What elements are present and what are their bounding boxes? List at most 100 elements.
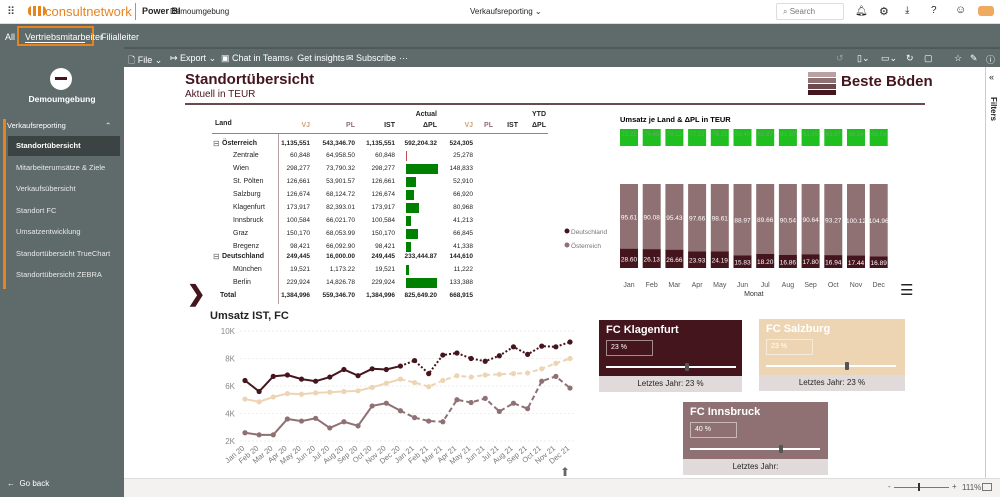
nav-item-standort-fc[interactable]: Standort FC [16, 206, 57, 215]
table-cell-ist: 173,917 [371, 204, 396, 211]
collapse-icon[interactable]: ⊟ [213, 139, 220, 148]
report-name: Verkaufsreporting [470, 7, 533, 16]
table-cell-vj2: 25,278 [453, 152, 473, 159]
zoom-slider[interactable] [894, 487, 949, 488]
app-launcher-icon[interactable]: ⠿ [7, 6, 16, 18]
account-avatar[interactable] [978, 6, 994, 16]
zoom-slider-thumb[interactable] [918, 483, 920, 491]
table-cell-ist: 1,384,996 [366, 292, 395, 299]
table-cell-vj: 229,924 [286, 279, 311, 286]
collapse-icon[interactable]: ⊟ [213, 252, 220, 261]
filters-pane[interactable]: « Filters [985, 67, 1000, 478]
fc-input[interactable]: 40 % [690, 422, 737, 438]
data-point [327, 425, 333, 431]
bar-oesterreich [688, 184, 707, 252]
notification-icon[interactable]: 🔔︎ [855, 6, 868, 17]
tab-all[interactable]: All [5, 32, 16, 42]
nav-section-verkaufsreporting[interactable]: Verkaufsreporting ⌃ [7, 121, 111, 130]
bar-oesterreich [665, 184, 684, 250]
fc-input[interactable]: 23 % [766, 339, 813, 355]
data-point [496, 408, 502, 415]
settings-icon[interactable]: ⚙ [879, 6, 889, 18]
nav-item-zebra[interactable]: Standortübersicht ZEBRA [16, 270, 102, 279]
chat-in-teams-button[interactable]: ▣ Chat in Teams [221, 53, 290, 63]
export-menu[interactable]: ↦ Export ⌄ [170, 53, 217, 63]
help-icon[interactable]: ? [931, 5, 937, 16]
series-line-actual [244, 365, 401, 393]
edit-icon[interactable]: ✎ [970, 53, 978, 63]
nav-item-verkaufsuebersicht[interactable]: Verkaufsübersicht [16, 184, 76, 193]
table-cell-vj2: 133,388 [449, 279, 474, 286]
data-point [440, 352, 446, 358]
tab-vertriebsmitarbeiter[interactable]: Vertriebsmitarbeiter [17, 26, 103, 46]
more-options-button[interactable]: ··· [399, 53, 408, 63]
nav-item-truechart[interactable]: Standortübersicht TrueChart [16, 249, 111, 258]
expand-filters-icon[interactable]: « [989, 72, 995, 82]
fc-slider[interactable] [766, 365, 896, 367]
file-menu[interactable]: 🗋 File ⌄ [128, 55, 163, 65]
list-view-icon[interactable]: ☰ [900, 282, 914, 299]
table-cell-pl: 543,346.70 [322, 140, 355, 147]
download-icon[interactable]: ⤓ [905, 5, 910, 16]
view-icon[interactable]: ▭⌄ [881, 53, 898, 63]
slider-thumb[interactable] [845, 362, 849, 370]
nav-item-standortuebersicht[interactable]: Standortübersicht [8, 136, 120, 156]
table-cell-vj: 98,421 [290, 243, 310, 250]
fc-slider[interactable] [606, 366, 736, 368]
workspace-name[interactable]: Demoumgebung [170, 7, 230, 16]
table-cell-vj2: 11,222 [453, 266, 473, 273]
reset-icon[interactable]: ↺ [836, 53, 844, 63]
nav-item-umsatzentwicklung[interactable]: Umsatzentwicklung [16, 227, 81, 236]
data-point [496, 353, 502, 359]
data-point [553, 344, 559, 350]
section-label: Verkaufsreporting [7, 121, 66, 130]
zoom-out-button[interactable]: - [888, 482, 891, 491]
tab-filialleiter[interactable]: Filialleiter [101, 32, 140, 42]
data-point [270, 373, 276, 379]
column-header-land: Land [215, 120, 232, 127]
table-cell-vj2: 144,610 [449, 253, 474, 260]
favorite-icon[interactable]: ☆ [954, 53, 963, 63]
bar-deutschland [778, 254, 797, 268]
subscribe-button[interactable]: ✉ Subscribe [346, 53, 397, 63]
subscribe-label: Subscribe [356, 53, 397, 63]
report-title: Standortübersicht [185, 71, 315, 88]
zoom-in-button[interactable]: + [952, 482, 957, 491]
brand-name[interactable]: consultnetwork [45, 4, 132, 19]
report-dropdown[interactable]: Verkaufsreporting ⌄ [470, 7, 542, 16]
data-point [284, 390, 290, 397]
product-name[interactable]: Power BI [142, 6, 181, 16]
search-input[interactable]: ⌕ Search [776, 3, 844, 20]
delta-pl-box [642, 129, 661, 146]
go-back-label: Go back [19, 479, 50, 488]
chevron-right-icon[interactable]: ❯ [187, 281, 206, 306]
fit-page-icon[interactable] [982, 483, 992, 491]
sidebar: Demoumgebung Verkaufsreporting ⌃ Standort… [0, 47, 124, 497]
data-point [482, 358, 488, 364]
slider-thumb[interactable] [685, 363, 689, 371]
bar-oesterreich [824, 184, 843, 256]
table-cell-pl: 66,021.70 [326, 217, 355, 224]
table-cell-vj: 173,917 [286, 204, 311, 211]
table-cell-vj: 249,445 [286, 253, 311, 260]
info-icon[interactable]: ⓘ [986, 55, 996, 65]
table-cell-pl: 82,393.01 [326, 204, 355, 211]
delta-pl-box [869, 129, 888, 146]
fc-card-klagenfurt: FC Klagenfurt 23 % Letztes Jahr: 23 % [599, 320, 742, 392]
data-point [256, 388, 262, 395]
feedback-icon[interactable]: ☺ [955, 4, 967, 16]
refresh-icon[interactable]: ↻ [906, 53, 914, 63]
nav-item-mitarbeiterumsaetze[interactable]: Mitarbeiterumsätze & Ziele [16, 163, 106, 172]
comment-icon[interactable]: ▢ [924, 53, 933, 63]
go-back-button[interactable]: ← Go back [7, 479, 50, 488]
fc-slider[interactable] [690, 448, 820, 450]
scroll-up-icon[interactable]: ⬆ [560, 465, 571, 479]
get-insights-button[interactable]: ♁ Get insights [288, 53, 345, 63]
card-footer: Letztes Jahr: 23 % [759, 375, 905, 391]
fc-input[interactable]: 23 % [606, 340, 653, 356]
bookmark-icon[interactable]: ▯⌄ [857, 53, 870, 63]
slider-thumb[interactable] [779, 445, 783, 453]
data-point [468, 355, 474, 362]
row-label: Total [220, 292, 237, 299]
x-tick-label: Feb [646, 282, 658, 289]
